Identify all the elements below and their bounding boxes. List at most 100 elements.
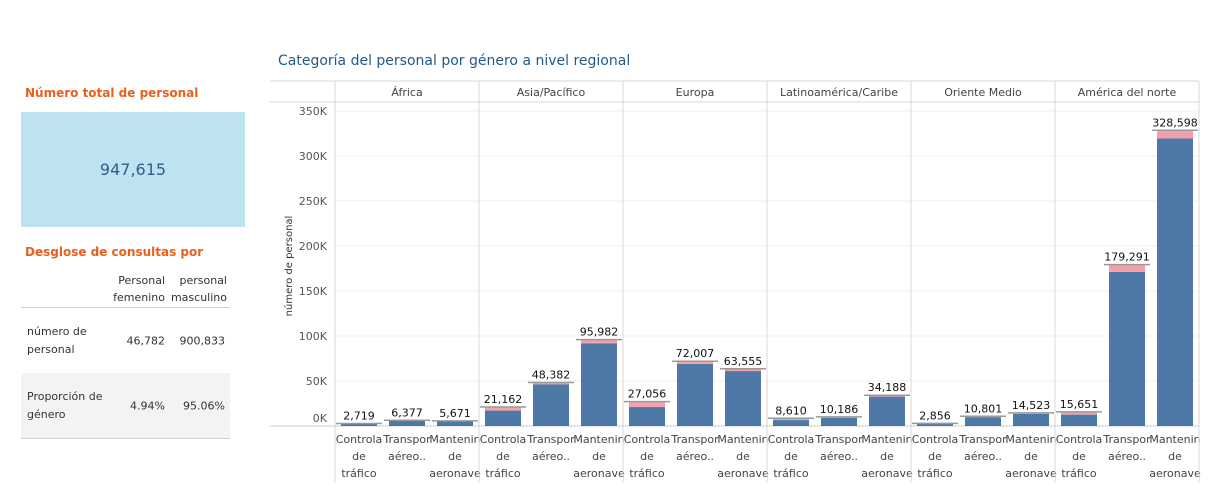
x-tick-label: de [640,450,654,463]
bar-male [533,384,569,426]
x-tick-label: Mantenin [429,433,480,446]
kpi-value: 947,615 [99,160,167,179]
bar-female [725,368,761,372]
bar-male [581,343,617,426]
bar-female [1109,264,1145,272]
male-count: 900,833 [179,334,226,347]
data-label: 2,856 [919,409,951,422]
female-count: 46,782 [126,334,166,347]
x-tick-label: aeronave [429,467,481,480]
region-header: Asia/Pacífico [517,86,586,99]
region-header: Oriente Medio [944,86,1022,99]
breakdown-title: Desglose de consultas por [25,245,204,259]
bar-male [1061,414,1097,426]
x-tick-label: tráfico [773,467,809,480]
bar-female [773,418,809,421]
x-tick-label: Transpor [1102,433,1151,446]
x-tick-label: de [1024,450,1038,463]
x-tick-label: aéreo.. [532,450,570,463]
y-axis-label: número de personal [283,216,295,317]
x-tick-label: Transpor [382,433,431,446]
x-tick-label: Transpor [670,433,719,446]
x-tick-label: de [880,450,894,463]
male-ratio: 95.06% [183,399,225,412]
x-tick-label: aéreo.. [676,450,714,463]
data-label: 14,523 [1012,399,1051,412]
x-tick-label: Mantenin [1149,433,1200,446]
data-label: 21,162 [484,393,523,406]
data-label: 95,982 [580,326,619,339]
kpi-card: 947,615 [21,112,245,227]
x-tick-label: aéreo.. [1108,450,1146,463]
x-tick-label: tráfico [1061,467,1097,480]
data-label: 8,610 [775,404,807,417]
female-ratio: 4.94% [130,399,165,412]
data-label: 179,291 [1104,251,1150,264]
bar-male [821,417,857,426]
y-tick-label: 250K [299,195,328,208]
data-label: 27,056 [628,388,667,401]
x-tick-label: Mantenin [861,433,912,446]
x-tick-label: Transpor [814,433,863,446]
breakdown-header: Personal femenino personal masculino [21,270,230,308]
y-tick-label: 350K [299,105,328,118]
x-tick-label: de [736,450,750,463]
x-tick-label: tráfico [629,467,665,480]
bar-female [485,406,521,411]
x-tick-label: Controla [912,433,959,446]
y-tick-label: 50K [306,375,328,388]
data-label: 2,719 [343,410,375,423]
x-tick-label: aeronave [573,467,625,480]
region-header: África [391,86,422,99]
x-tick-label: de [1072,450,1086,463]
header-female: Personal femenino [113,274,165,304]
x-tick-label: tráfico [917,467,953,480]
bar-male [341,423,377,426]
breakdown-row-ratio: Proporción de género 4.94% 95.06% [21,373,230,439]
x-tick-label: de [448,450,462,463]
y-tick-label: 150K [299,285,328,298]
bar-female [677,361,713,364]
x-tick-label: tráfico [341,467,377,480]
x-tick-label: aeronave [1005,467,1057,480]
x-tick-label: aeronave [717,467,769,480]
bar-male [629,407,665,426]
x-tick-label: Transpor [526,433,575,446]
region-header: América del norte [1078,86,1177,99]
x-tick-label: Controla [1056,433,1103,446]
data-label: 34,188 [868,381,907,394]
y-tick-label: 100K [299,330,328,343]
region-header: Latinoamérica/Caribe [780,86,898,99]
x-tick-label: aeronave [861,467,913,480]
data-label: 72,007 [676,347,715,360]
x-tick-label: de [352,450,366,463]
data-label: 15,651 [1060,398,1099,411]
y-tick-label: 0K [313,412,328,425]
chart-title: Categoría del personal por género a nive… [278,53,631,69]
x-tick-label: Mantenin [1005,433,1056,446]
bar-male [389,420,425,426]
x-tick-label: de [592,450,606,463]
bar-male [1013,413,1049,426]
x-tick-label: aéreo.. [964,450,1002,463]
y-tick-label: 200K [299,240,328,253]
x-tick-label: de [928,450,942,463]
data-label: 5,671 [439,407,471,420]
region-header: Europa [676,86,715,99]
x-tick-label: aéreo.. [388,450,426,463]
bar-female [1061,411,1097,415]
breakdown-table: Personal femenino personal masculino núm… [21,270,230,439]
data-label: 10,186 [820,403,859,416]
x-tick-label: Mantenin [573,433,624,446]
x-tick-label: Mantenin [717,433,768,446]
data-label: 63,555 [724,355,763,368]
bar-male [869,396,905,426]
header-male: personal masculino [170,274,227,304]
bar-male [917,423,953,426]
breakdown-row-count: número de personal 46,782 900,833 [21,308,230,373]
bar-male [965,417,1001,426]
data-label: 10,801 [964,402,1003,415]
x-tick-label: Controla [336,433,383,446]
row-label: Proporción de género [27,389,103,421]
x-tick-label: de [1168,450,1182,463]
